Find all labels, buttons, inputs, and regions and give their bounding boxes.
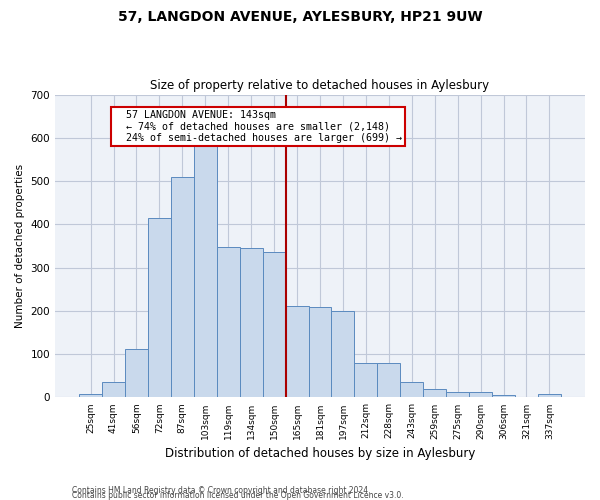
- Bar: [377, 363, 400, 398]
- Bar: [355, 363, 377, 398]
- Bar: [492, 396, 515, 398]
- Bar: [125, 349, 148, 398]
- Bar: [423, 389, 446, 398]
- Bar: [263, 252, 286, 398]
- Bar: [515, 396, 538, 398]
- Bar: [446, 392, 469, 398]
- Bar: [286, 306, 308, 398]
- Bar: [240, 248, 263, 398]
- Text: Contains public sector information licensed under the Open Government Licence v3: Contains public sector information licen…: [72, 491, 404, 500]
- Bar: [331, 311, 355, 398]
- Bar: [308, 306, 331, 398]
- Text: 57 LANGDON AVENUE: 143sqm
  ← 74% of detached houses are smaller (2,148)
  24% o: 57 LANGDON AVENUE: 143sqm ← 74% of detac…: [113, 110, 401, 143]
- Text: 57, LANGDON AVENUE, AYLESBURY, HP21 9UW: 57, LANGDON AVENUE, AYLESBURY, HP21 9UW: [118, 10, 482, 24]
- Y-axis label: Number of detached properties: Number of detached properties: [15, 164, 25, 328]
- Bar: [171, 177, 194, 398]
- Bar: [79, 394, 102, 398]
- Bar: [194, 146, 217, 398]
- Bar: [538, 394, 561, 398]
- Bar: [148, 218, 171, 398]
- Bar: [469, 392, 492, 398]
- Title: Size of property relative to detached houses in Aylesbury: Size of property relative to detached ho…: [151, 79, 490, 92]
- Text: Contains HM Land Registry data © Crown copyright and database right 2024.: Contains HM Land Registry data © Crown c…: [72, 486, 371, 495]
- X-axis label: Distribution of detached houses by size in Aylesbury: Distribution of detached houses by size …: [165, 447, 475, 460]
- Bar: [102, 382, 125, 398]
- Bar: [400, 382, 423, 398]
- Bar: [217, 247, 240, 398]
